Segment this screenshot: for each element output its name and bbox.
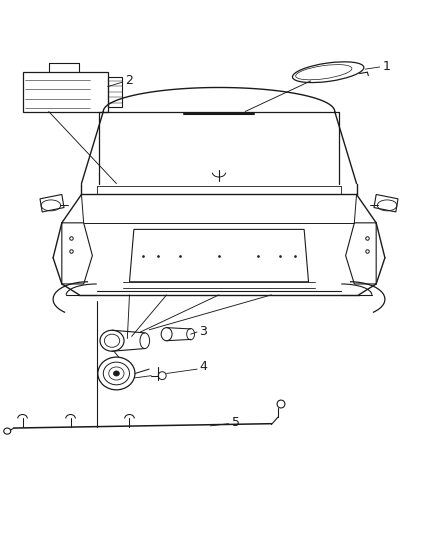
Text: 3: 3 [199, 325, 207, 337]
Text: 2: 2 [125, 75, 133, 87]
Text: 5: 5 [232, 416, 240, 429]
Text: 1: 1 [383, 60, 391, 73]
Ellipse shape [113, 371, 120, 376]
Text: 4: 4 [199, 360, 207, 374]
